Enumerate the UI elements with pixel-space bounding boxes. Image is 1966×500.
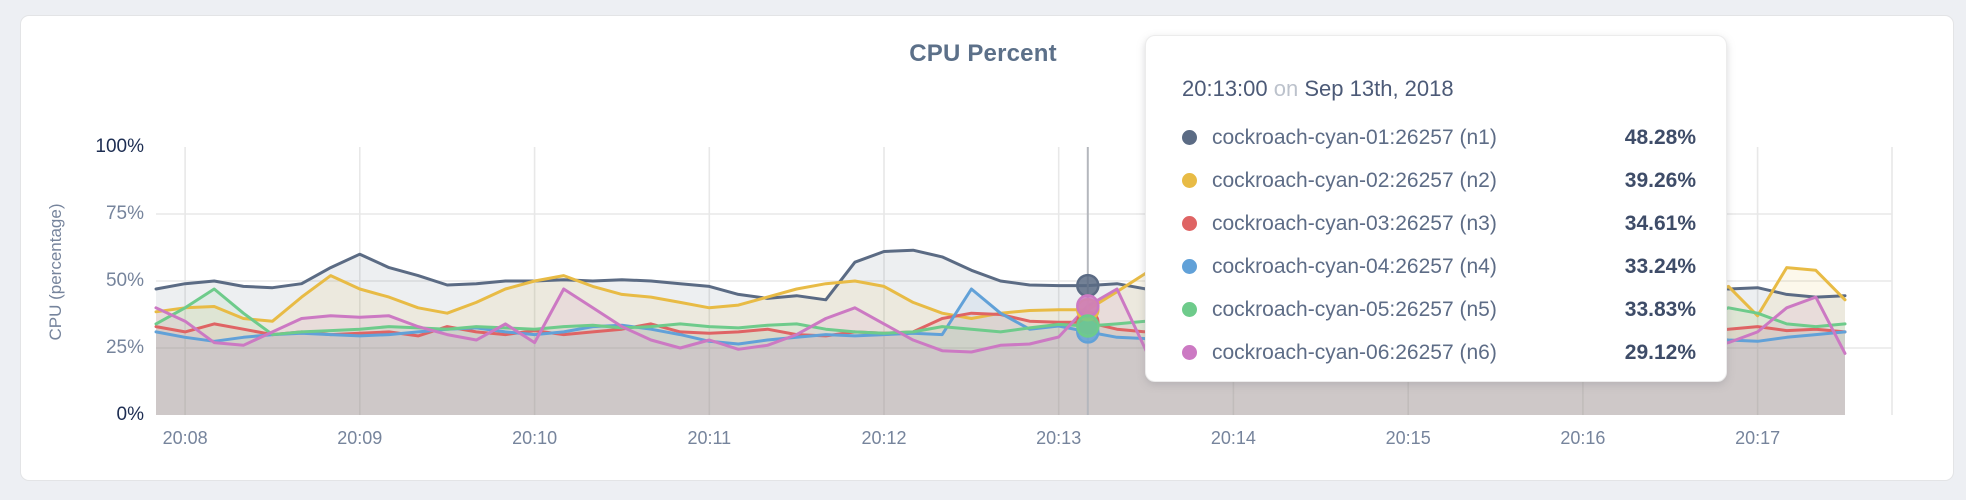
tooltip-time: 20:13:00 [1182, 76, 1268, 101]
x-tick-label: 20:17 [1735, 428, 1781, 448]
hover-dot-n5 [1076, 314, 1100, 338]
y-tick-label: 0% [116, 404, 144, 425]
series-color-dot-icon [1182, 216, 1197, 231]
series-color-dot-icon [1182, 259, 1197, 274]
tooltip-row: cockroach-cyan-05:26257 (n5) 33.83% [1182, 288, 1696, 331]
hover-tooltip: 20:13:00 on Sep 13th, 2018 cockroach-cya… [1145, 35, 1727, 382]
x-tick-label: 20:12 [861, 428, 907, 448]
tooltip-conjunction: on [1273, 76, 1299, 101]
tooltip-row: cockroach-cyan-06:26257 (n6) 29.12% [1182, 331, 1696, 374]
x-tick-label: 20:10 [512, 428, 558, 448]
series-color-dot-icon [1182, 173, 1197, 188]
tooltip-series-name: cockroach-cyan-06:26257 (n6) [1212, 340, 1497, 364]
tooltip-rows: cockroach-cyan-01:26257 (n1) 48.28% cockro… [1182, 116, 1696, 374]
tooltip-row: cockroach-cyan-03:26257 (n3) 34.61% [1182, 202, 1696, 245]
x-tick-label: 20:14 [1210, 428, 1256, 448]
tooltip-series-value: 34.61% [1624, 211, 1696, 235]
tooltip-series-name: cockroach-cyan-03:26257 (n3) [1212, 211, 1497, 235]
tooltip-series-value: 48.28% [1624, 125, 1696, 149]
tooltip-row: cockroach-cyan-02:26257 (n2) 39.26% [1182, 159, 1696, 202]
x-tick-label: 20:16 [1560, 428, 1606, 448]
tooltip-series-name: cockroach-cyan-05:26257 (n5) [1212, 297, 1497, 321]
y-tick-label: 50% [105, 270, 144, 291]
tooltip-series-value: 29.12% [1624, 340, 1696, 364]
series-area-n5 [156, 289, 1845, 415]
x-tick-label: 20:13 [1036, 428, 1082, 448]
series-area-n4 [156, 289, 1845, 415]
tooltip-series-name: cockroach-cyan-01:26257 (n1) [1212, 125, 1497, 149]
x-tick-label: 20:11 [687, 428, 732, 448]
series-color-dot-icon [1182, 302, 1197, 317]
tooltip-series-value: 33.83% [1624, 297, 1696, 321]
tooltip-header: 20:13:00 on Sep 13th, 2018 [1182, 76, 1696, 102]
y-tick-label: 100% [95, 136, 144, 157]
x-tick-label: 20:09 [337, 428, 383, 448]
series-color-dot-icon [1182, 345, 1197, 360]
chart-title: CPU Percent [909, 40, 1057, 67]
series-color-dot-icon [1182, 130, 1197, 145]
tooltip-series-name: cockroach-cyan-04:26257 (n4) [1212, 254, 1497, 278]
x-tick-label: 20:15 [1385, 428, 1431, 448]
y-tick-label: 25% [105, 337, 144, 358]
y-tick-label: 75% [105, 203, 144, 224]
x-tick-label: 20:08 [162, 428, 208, 448]
series-area-n6 [156, 289, 1845, 415]
tooltip-row: cockroach-cyan-04:26257 (n4) 33.24% [1182, 245, 1696, 288]
tooltip-series-value: 33.24% [1624, 254, 1696, 278]
tooltip-series-name: cockroach-cyan-02:26257 (n2) [1212, 168, 1497, 192]
tooltip-date: Sep 13th, 2018 [1304, 76, 1454, 101]
tooltip-series-value: 39.26% [1624, 168, 1696, 192]
tooltip-row: cockroach-cyan-01:26257 (n1) 48.28% [1182, 116, 1696, 159]
